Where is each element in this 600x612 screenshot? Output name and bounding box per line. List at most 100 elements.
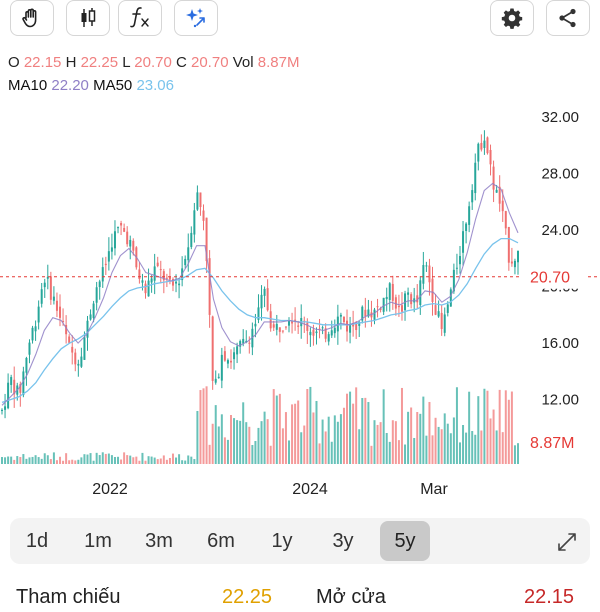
volume-bar [315,400,318,464]
volume-bar [269,445,272,464]
candle-body [312,329,315,336]
volume-bar [385,432,388,464]
candle-body [62,321,65,323]
share-button[interactable] [546,0,590,36]
candle-body [297,325,300,327]
volume-bar [428,401,431,464]
period-5y[interactable]: 5y [380,521,430,561]
volume-bar [199,390,202,464]
volume-bar [159,458,162,464]
volume-bar [492,409,495,464]
candle-body [376,306,379,308]
volume-bar [474,434,477,464]
y-tick-label: 32.00 [541,109,579,126]
volume-bar [272,389,275,464]
candlestick-icon [81,8,96,27]
volume-bar [339,414,342,464]
candle-body [324,328,327,339]
candle-body [321,327,324,329]
candle-body [43,282,46,288]
volume-bar [391,420,394,464]
period-1m[interactable]: 1m [84,529,112,552]
candle-body [28,342,31,355]
ohlc-legend: O 22.15 H 22.25 L 20.70 C 20.70 Vol 8.87… [8,53,299,73]
fullscreen-button[interactable] [552,527,582,557]
candle-body [504,211,507,229]
candle-body [498,186,501,204]
candle-body [205,217,208,262]
high-value: 22.25 [80,54,119,71]
volume-bar [150,456,153,464]
ai-drawing-button[interactable] [174,0,218,36]
candle-body [306,322,309,331]
indicators-button[interactable] [118,0,162,36]
volume-bar [291,404,294,464]
candle-body [208,258,211,315]
volume-bar [443,413,446,464]
candle-body [489,150,492,165]
candle-body [458,256,461,265]
candle-body [288,320,291,326]
volume-bar [113,457,116,464]
volume-bar [123,452,126,464]
volume-bar [410,407,413,464]
candle-body [31,327,34,341]
period-3y[interactable]: 3y [332,529,354,552]
volume-bar [330,441,333,464]
candle-body [156,262,159,267]
candle-body [507,226,510,263]
volume-bar [217,426,220,464]
candle-body [147,280,150,297]
volume-bar [196,410,199,464]
volume-bar [404,444,407,464]
candle-body [391,283,394,301]
period-1y[interactable]: 1y [271,529,293,552]
volume-bar [373,420,376,464]
candle-body [364,309,367,317]
volume-bar [95,452,98,464]
volume-bar [178,454,181,464]
volume-bar [71,459,74,464]
volume-bar [37,457,40,464]
candle-body [309,331,312,336]
candle-body [159,269,162,271]
volume-bar [92,460,95,464]
volume-bar [376,424,379,464]
volume-bar [220,414,223,464]
candlestick-type-button[interactable] [66,0,110,36]
volume-bar [110,455,113,464]
volume-bar [263,411,266,464]
volume-bar [129,455,132,464]
volume-bar [245,422,248,464]
candle-body [242,338,245,344]
volume-bar [226,439,229,464]
candle-body [330,330,333,336]
candle-body [446,304,449,313]
hand-tool-button[interactable] [10,0,54,36]
volume-bar [28,457,31,464]
candle-body [193,210,196,235]
candle-body [440,312,443,329]
volume-bar [257,427,260,464]
candle-body [339,314,342,317]
candle-body [113,231,116,249]
settings-button[interactable] [490,0,534,36]
period-1d[interactable]: 1d [25,529,49,552]
candle-body [223,351,226,361]
volume-bar [175,457,178,464]
candle-body [68,336,71,343]
reference-label: Tham chiếu [16,586,121,608]
volume-bar [156,459,159,464]
volume-bar [126,455,129,464]
period-6m[interactable]: 6m [207,529,235,552]
volume-bar [34,455,37,464]
candle-body [126,231,129,245]
candle-body [291,320,294,324]
period-3m[interactable]: 3m [145,529,173,552]
volume-bar [422,396,425,464]
volume-bar [138,460,141,464]
candle-body [86,320,89,338]
candle-body [361,306,364,321]
volume-bar [16,456,19,464]
